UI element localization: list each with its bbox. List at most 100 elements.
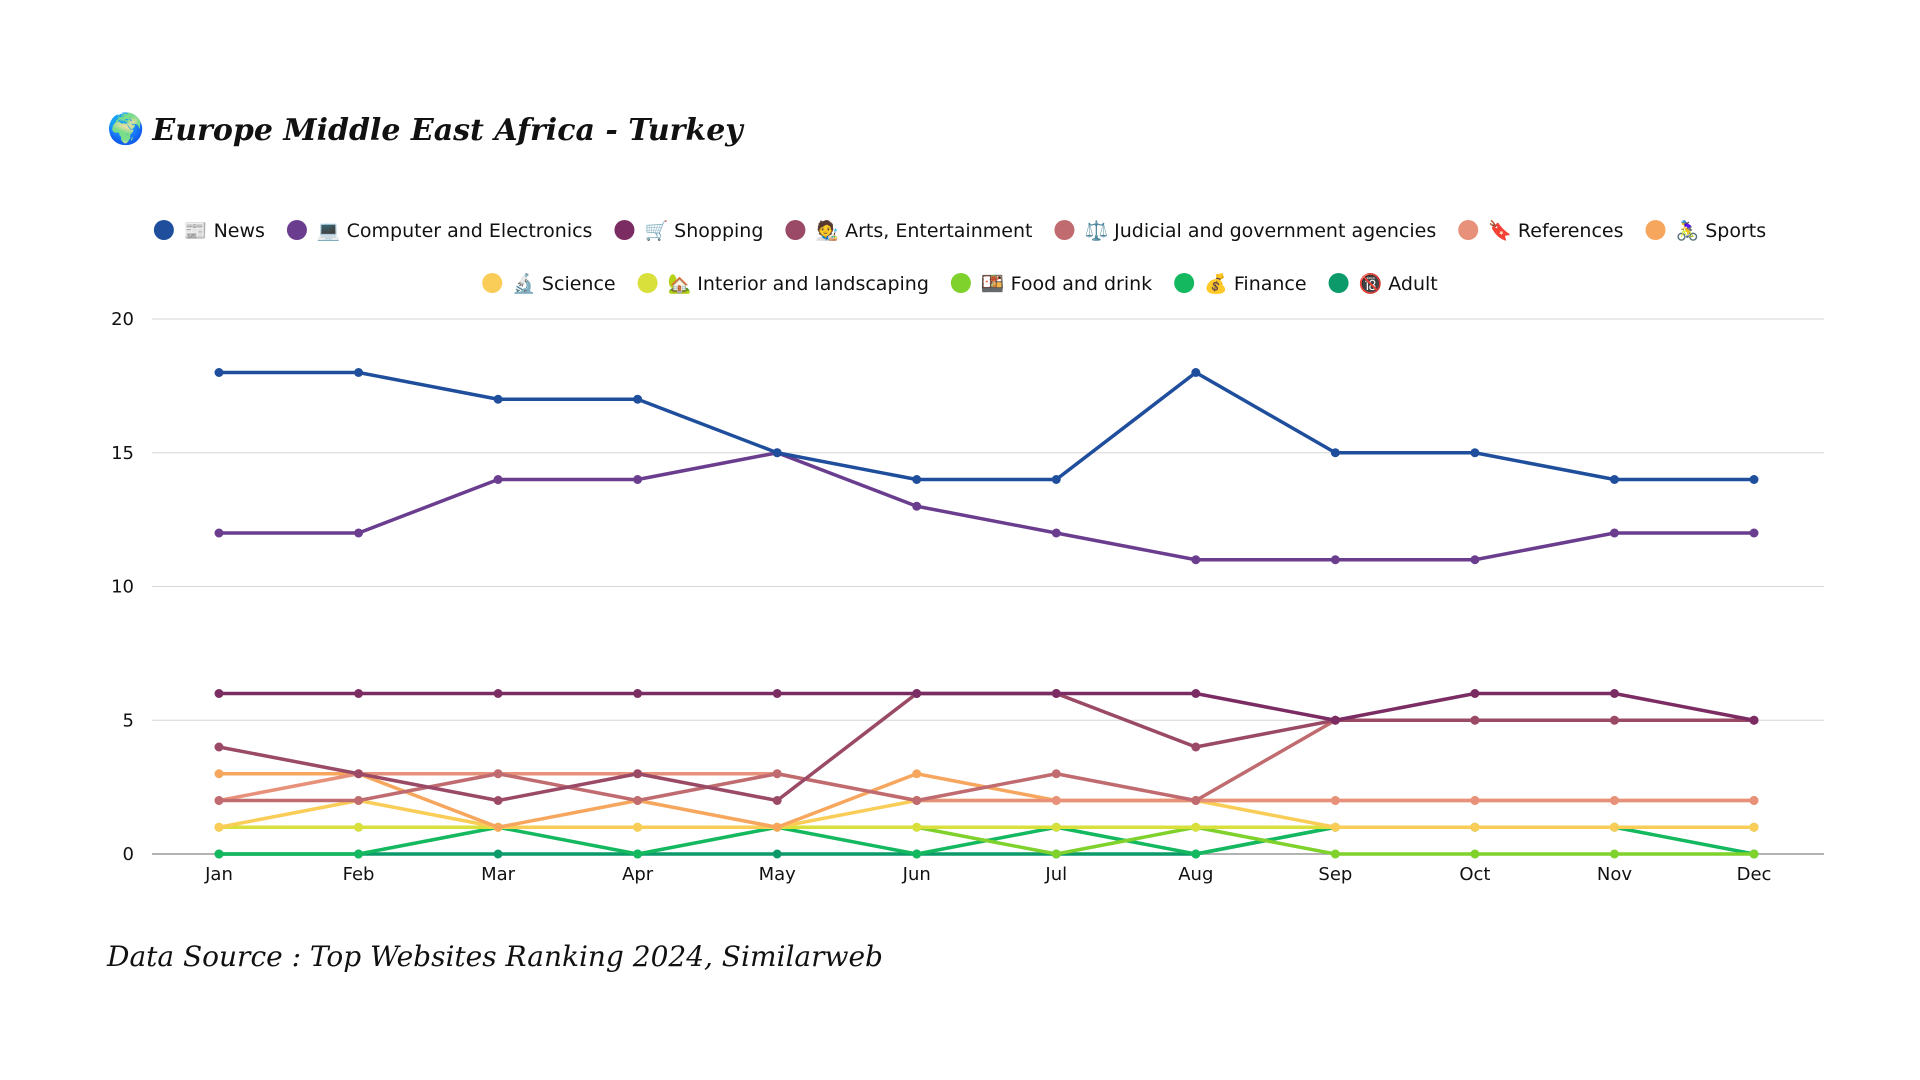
data-point-food-and-drink-sep[interactable] [1330, 849, 1340, 859]
data-point-computer-and-electronics-apr[interactable] [633, 475, 643, 484]
data-point-food-and-drink-dec[interactable] [1749, 849, 1759, 859]
data-point-references-jul[interactable] [1051, 796, 1061, 805]
data-point-computer-and-electronics-oct[interactable] [1470, 555, 1480, 565]
data-point-shopping-may[interactable] [772, 689, 782, 698]
data-point-science-jan[interactable] [214, 822, 224, 832]
data-point-shopping-oct[interactable] [1470, 689, 1480, 698]
data-point-interior-and-landscaping-jul[interactable] [1051, 822, 1061, 832]
data-point-shopping-jan[interactable] [214, 689, 224, 698]
data-point-food-and-drink-oct[interactable] [1470, 849, 1480, 859]
data-point-finance-jun[interactable] [912, 849, 922, 859]
data-point-judicial-and-government-agencies-mar[interactable] [493, 769, 503, 779]
data-point-arts-entertainment-may[interactable] [772, 796, 782, 805]
data-point-science-nov[interactable] [1609, 822, 1619, 832]
data-point-finance-apr[interactable] [633, 849, 643, 859]
data-point-computer-and-electronics-aug[interactable] [1191, 555, 1201, 565]
data-point-science-oct[interactable] [1470, 822, 1480, 832]
data-point-judicial-and-government-agencies-jan[interactable] [214, 796, 224, 805]
data-point-arts-entertainment-aug[interactable] [1191, 742, 1201, 752]
legend-item-shopping[interactable]: 🛒 Shopping [614, 219, 763, 242]
data-point-sports-jun[interactable] [912, 769, 922, 779]
data-point-news-oct[interactable] [1470, 448, 1480, 458]
legend-item-food-and-drink[interactable]: 🍱 Food and drink [950, 273, 1152, 295]
data-point-references-oct[interactable] [1470, 796, 1480, 805]
data-point-interior-and-landscaping-aug[interactable] [1191, 822, 1201, 832]
series-computer-and-electronics [214, 448, 1759, 565]
data-point-computer-and-electronics-jun[interactable] [912, 501, 922, 511]
data-point-science-apr[interactable] [633, 822, 643, 832]
data-point-science-dec[interactable] [1749, 822, 1759, 832]
data-point-news-jun[interactable] [912, 475, 922, 484]
x-tick-label-dec: Dec [1737, 864, 1772, 885]
data-point-shopping-feb[interactable] [354, 689, 364, 698]
data-point-finance-feb[interactable] [354, 849, 364, 859]
data-point-references-sep[interactable] [1330, 796, 1340, 805]
data-point-judicial-and-government-agencies-jun[interactable] [912, 796, 922, 805]
data-point-arts-entertainment-jan[interactable] [214, 742, 224, 752]
data-point-finance-aug[interactable] [1191, 849, 1201, 859]
legend-item-references[interactable]: 🔖 References [1458, 219, 1624, 242]
data-point-shopping-aug[interactable] [1191, 689, 1201, 698]
data-point-judicial-and-government-agencies-aug[interactable] [1191, 796, 1201, 805]
legend-marker-shopping [614, 220, 635, 240]
data-point-arts-entertainment-apr[interactable] [633, 769, 643, 779]
data-point-news-dec[interactable] [1749, 475, 1759, 484]
legend-item-computer-and-electronics[interactable]: 💻 Computer and Electronics [286, 220, 593, 242]
legend-label-finance: 💰 Finance [1204, 272, 1306, 295]
x-tick-label-jun: Jun [902, 864, 931, 885]
data-point-references-dec[interactable] [1749, 796, 1759, 805]
legend-item-interior-and-landscaping[interactable]: 🏡 Interior and landscaping [637, 273, 929, 295]
data-point-interior-and-landscaping-feb[interactable] [354, 822, 364, 832]
data-point-food-and-drink-nov[interactable] [1609, 849, 1619, 859]
data-point-references-nov[interactable] [1609, 796, 1619, 805]
legend-item-news[interactable]: 📰 News [153, 220, 265, 242]
data-point-judicial-and-government-agencies-jul[interactable] [1051, 769, 1061, 779]
data-point-interior-and-landscaping-jun[interactable] [912, 822, 922, 832]
data-point-news-mar[interactable] [493, 394, 503, 404]
data-point-computer-and-electronics-mar[interactable] [493, 475, 503, 484]
legend-item-science[interactable]: 🔬 Science [482, 272, 616, 295]
data-point-arts-entertainment-oct[interactable] [1470, 715, 1480, 725]
legend-item-finance[interactable]: 💰 Finance [1174, 272, 1307, 295]
data-point-judicial-and-government-agencies-may[interactable] [772, 769, 782, 779]
data-point-food-and-drink-jul[interactable] [1051, 849, 1061, 859]
data-point-shopping-jul[interactable] [1051, 689, 1061, 698]
data-point-adult-mar[interactable] [493, 849, 503, 859]
data-point-news-nov[interactable] [1609, 475, 1619, 484]
data-point-adult-may[interactable] [772, 849, 782, 859]
data-point-shopping-mar[interactable] [493, 689, 503, 698]
data-point-judicial-and-government-agencies-feb[interactable] [354, 796, 364, 805]
data-point-shopping-dec[interactable] [1749, 715, 1759, 725]
data-point-news-jul[interactable] [1051, 475, 1061, 484]
data-point-computer-and-electronics-nov[interactable] [1609, 528, 1619, 538]
data-point-arts-entertainment-nov[interactable] [1609, 715, 1619, 725]
x-tick-label-feb: Feb [343, 864, 375, 885]
data-point-shopping-sep[interactable] [1330, 715, 1340, 725]
data-point-computer-and-electronics-jan[interactable] [214, 528, 224, 538]
data-point-news-jan[interactable] [214, 368, 224, 377]
legend-item-arts-entertainment[interactable]: 🧑‍🎨 Arts, Entertainment [785, 219, 1032, 242]
data-point-computer-and-electronics-feb[interactable] [354, 528, 364, 538]
data-point-computer-and-electronics-sep[interactable] [1330, 555, 1340, 565]
legend-item-judicial-and-government-agencies[interactable]: ⚖️ Judicial and government agencies [1054, 219, 1436, 242]
data-point-news-apr[interactable] [633, 394, 643, 404]
data-point-judicial-and-government-agencies-apr[interactable] [633, 796, 643, 805]
data-point-computer-and-electronics-dec[interactable] [1749, 528, 1759, 538]
data-point-sports-may[interactable] [772, 822, 782, 832]
data-point-finance-jan[interactable] [214, 849, 224, 859]
data-point-shopping-jun[interactable] [912, 689, 922, 698]
data-point-news-feb[interactable] [354, 368, 364, 377]
data-point-shopping-apr[interactable] [633, 689, 643, 698]
data-point-news-sep[interactable] [1330, 448, 1340, 458]
data-point-science-sep[interactable] [1330, 822, 1340, 832]
data-point-arts-entertainment-mar[interactable] [493, 796, 503, 805]
data-point-arts-entertainment-feb[interactable] [354, 769, 364, 779]
data-point-news-aug[interactable] [1191, 368, 1201, 377]
data-point-sports-jan[interactable] [214, 769, 224, 779]
legend-item-sports[interactable]: 🚴‍♀️ Sports [1645, 219, 1767, 242]
data-point-sports-mar[interactable] [493, 822, 503, 832]
data-point-shopping-nov[interactable] [1609, 689, 1619, 698]
data-point-computer-and-electronics-jul[interactable] [1051, 528, 1061, 538]
legend-item-adult[interactable]: 🔞 Adult [1328, 272, 1438, 295]
data-point-news-may[interactable] [772, 448, 782, 458]
